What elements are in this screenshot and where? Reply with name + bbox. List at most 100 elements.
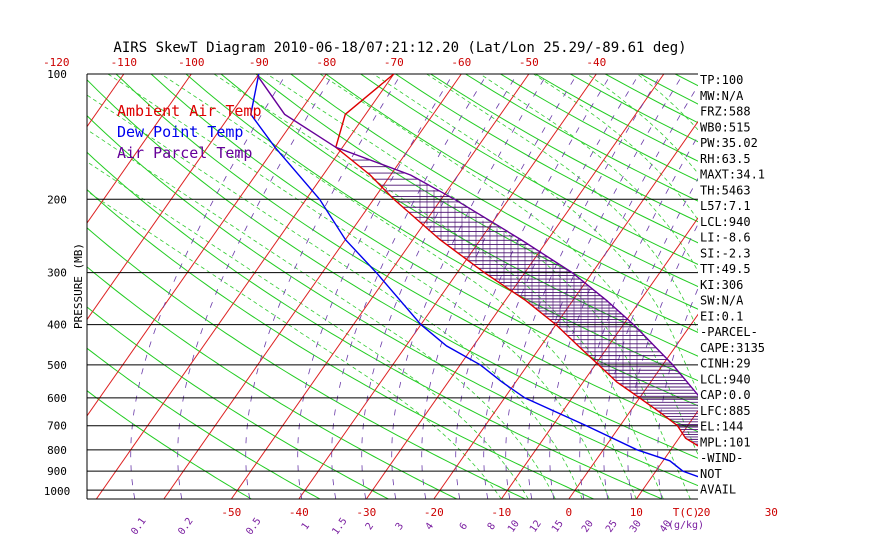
pressure-tick-label: 800 (47, 444, 67, 457)
dry-adiabat (745, 74, 870, 499)
isotherm (87, 74, 192, 224)
dry-adiabat (780, 74, 870, 499)
profile-series (250, 74, 698, 478)
bottom-temperature-tick-label: 30 (765, 506, 778, 519)
bottom-temperature-tick-label: 20 (697, 506, 710, 519)
dry-adiabat (87, 227, 526, 499)
mixing-ratio-line (627, 223, 698, 499)
index-entry: LCL:940 (700, 372, 751, 386)
pressure-tick-label: 500 (47, 359, 67, 372)
axes (86, 74, 698, 500)
top-temperature-tick-label: -100 (178, 56, 205, 69)
index-entry: AVAIL (700, 483, 736, 497)
dry-adiabat (87, 188, 594, 499)
dry-adiabat (87, 390, 252, 499)
mixing-ratio-tick-label: 30 (628, 518, 644, 534)
isotherm (298, 74, 597, 499)
top-temperature-tick-label: -40 (586, 56, 606, 69)
mixing-ratio-line (361, 74, 518, 499)
top-temperature-tick-label: -70 (384, 56, 404, 69)
index-entry: CAPE:3135 (700, 341, 765, 355)
index-entry: L57:7.1 (700, 199, 751, 213)
mixing-ratio-tick-label: 3 (394, 521, 406, 532)
legend-entry: Ambient Air Temp (117, 102, 262, 120)
mixing-ratio-line (245, 74, 402, 499)
isotherm (365, 74, 665, 499)
top-temperature-tick-label: -90 (249, 56, 269, 69)
dry-adiabat (220, 74, 698, 357)
pressure-tick-label: 600 (47, 392, 67, 405)
index-entry: TP:100 (700, 73, 743, 87)
top-temperature-tick-label: -120 (43, 56, 70, 69)
dry-adiabat (395, 74, 698, 244)
dry-adiabat (500, 74, 698, 182)
index-entry: LFC:885 (700, 404, 751, 418)
mixing-ratio-tick-label: 10 (506, 518, 522, 534)
air-parcel-temp-line (257, 75, 698, 397)
dry-adiabats (87, 74, 870, 499)
index-entry: -WIND- (700, 451, 743, 465)
y-axis-label: PRESSURE (MB) (72, 243, 85, 329)
index-entry: RH:63.5 (700, 152, 751, 166)
dry-adiabat (255, 74, 698, 333)
mixing-ratio-line (297, 74, 454, 499)
mixing-ratio-tick-label: 1.5 (330, 516, 349, 537)
bottom-temperature-tick-label: -50 (221, 506, 241, 519)
isotherm (230, 74, 530, 499)
legend: Ambient Air Temp Dew Point Temp Air Parcel… (117, 102, 262, 162)
dry-adiabat (87, 306, 389, 499)
pressure-tick-label: 400 (47, 319, 67, 332)
mixing-ratio-line (177, 74, 334, 499)
dry-adiabat (87, 266, 458, 499)
mixing-ratio-tick-label: 0.5 (244, 516, 263, 537)
mixing-ratio-line (483, 74, 640, 499)
mixing-ratio-tick-label: 0.2 (176, 516, 195, 537)
isotherm (0, 74, 56, 499)
mixing-ratio-tick-label: 15 (550, 518, 566, 534)
legend-entry: Air Parcel Temp (117, 144, 252, 162)
bottom-temperature-tick-label: -10 (491, 506, 511, 519)
dry-adiabat (465, 74, 698, 202)
dry-adiabat (87, 115, 698, 487)
mixing-ratio-tick-label: 2 (364, 521, 376, 532)
bottom-temperature-tick-label: -30 (356, 506, 376, 519)
top-temperature-tick-label: -60 (451, 56, 471, 69)
index-entry: EI:0.1 (700, 309, 743, 323)
dry-adiabat (115, 74, 698, 433)
index-entry: CINH:29 (700, 357, 751, 371)
moist-adiabat (87, 190, 502, 499)
moist-adiabats (87, 74, 698, 499)
isobars (87, 73, 698, 491)
moist-adiabat (107, 74, 610, 499)
mixing-ratio-tick-label: 20 (580, 518, 596, 534)
index-entry: NOT (700, 467, 722, 481)
pressure-tick-label: 300 (47, 267, 67, 280)
moist-adiabat (87, 161, 529, 499)
moist-adiabat (373, 74, 698, 394)
isotherm (635, 410, 698, 499)
pressure-tick-label: 1000 (44, 485, 71, 498)
index-entry: WB0:515 (700, 120, 751, 134)
isotherm (163, 74, 462, 499)
index-entry: LCL:940 (700, 215, 751, 229)
dry-adiabat (150, 74, 698, 407)
mixing-ratio-tick-label: 8 (486, 521, 498, 532)
mixing-ratio-lines (130, 74, 698, 499)
bottom-temperature-tick-label: 10 (630, 506, 643, 519)
top-temperature-tick-label: -80 (316, 56, 336, 69)
mixing-ratio-line (331, 74, 488, 499)
isotherm (87, 74, 125, 128)
mixing-ratio-line (549, 84, 698, 499)
index-entry: TT:49.5 (700, 262, 751, 276)
moist-adiabat (426, 74, 698, 332)
dry-adiabat (360, 74, 698, 265)
index-entry: TH:5463 (700, 183, 751, 197)
dry-adiabat (87, 79, 698, 459)
moist-adiabat (266, 74, 691, 499)
mixing-ratio-line (421, 74, 578, 499)
index-entry: -PARCEL- (700, 325, 758, 339)
mixing-ratio-unit-label: (g/kg) (668, 520, 704, 531)
mixing-ratio-line (657, 287, 698, 499)
